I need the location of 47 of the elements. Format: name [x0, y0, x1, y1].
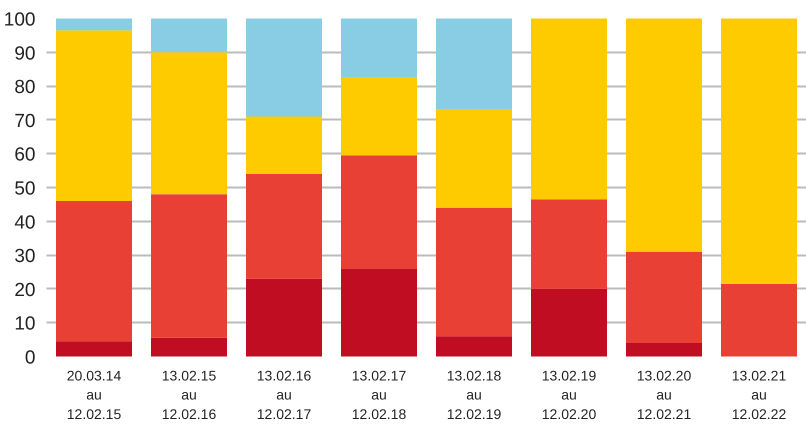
x-tick-label: 13.02.19 au 12.02.20	[542, 368, 596, 422]
x-tick-label: 13.02.21 au 12.02.22	[732, 368, 786, 422]
y-tick-label: 100	[4, 10, 36, 30]
bar	[56, 30, 132, 202]
bar	[246, 116, 322, 174]
bar	[531, 18, 607, 200]
bar	[56, 341, 132, 356]
bar	[246, 18, 322, 117]
bar	[436, 18, 512, 110]
bar	[721, 284, 797, 356]
bar	[246, 278, 322, 356]
y-tick-label: 20	[14, 280, 36, 301]
bar	[626, 342, 702, 356]
x-tick-label: 13.02.15 au 12.02.16	[162, 368, 216, 422]
bar	[436, 110, 512, 208]
x-tick-label: 13.02.18 au 12.02.19	[446, 368, 502, 422]
x-tick-label: 20.03.14 au 12.02.15	[66, 368, 122, 422]
bar	[531, 288, 607, 356]
bar	[721, 18, 797, 284]
bar	[56, 18, 132, 30]
x-tick-label: 13.02.17 au 12.02.18	[352, 368, 406, 422]
bar	[151, 52, 227, 194]
y-tick-label: 50	[14, 178, 36, 200]
y-tick-label: 30	[14, 246, 36, 268]
x-tick-label: 13.02.20 au 12.02.21	[636, 368, 692, 422]
bar	[151, 18, 227, 52]
bar	[531, 199, 607, 289]
bar	[151, 338, 227, 356]
bar	[436, 336, 512, 356]
bar	[626, 252, 702, 343]
y-tick-label: 0	[24, 348, 36, 368]
bar	[341, 268, 417, 356]
y-tick-label: 40	[14, 212, 36, 234]
bar	[341, 18, 417, 78]
y-tick-label: 90	[14, 43, 36, 64]
bar	[626, 18, 702, 252]
bar	[246, 174, 322, 279]
bar	[341, 155, 417, 269]
y-tick-label: 10	[14, 314, 36, 335]
y-tick-label: 80	[14, 77, 36, 98]
bar	[151, 194, 227, 338]
bar	[56, 201, 132, 342]
y-tick-label: 60	[14, 144, 36, 166]
bar	[436, 208, 512, 336]
x-tick-label: 13.02.16 au 12.02.17	[256, 368, 312, 422]
bar	[341, 78, 417, 156]
y-tick-label: 70	[14, 110, 36, 132]
